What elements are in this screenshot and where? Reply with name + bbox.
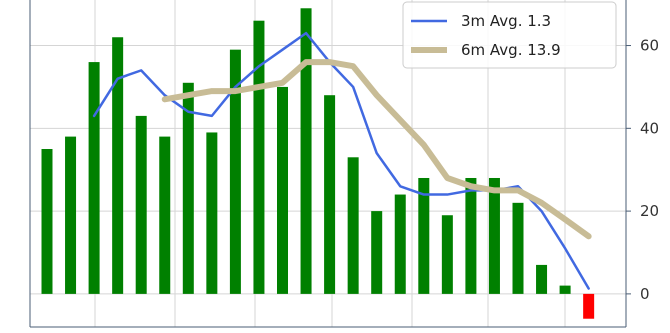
bar <box>300 8 312 294</box>
y-axis-ticks: 0 20 40 60 <box>626 37 659 303</box>
bar <box>135 115 147 294</box>
bar <box>182 82 194 294</box>
bar <box>371 211 383 294</box>
bar <box>394 194 406 294</box>
bar <box>65 136 77 294</box>
bar <box>112 37 124 294</box>
bar <box>583 293 595 319</box>
y-tick-label: 0 <box>640 285 650 303</box>
bar <box>206 132 218 294</box>
y-tick-label: 20 <box>640 202 659 220</box>
bar <box>347 157 359 294</box>
bar <box>465 177 477 294</box>
bar <box>277 86 288 294</box>
y-tick-label: 40 <box>640 119 659 137</box>
bars <box>41 8 595 319</box>
average-lines <box>92 31 592 290</box>
bar <box>253 20 265 294</box>
bar <box>41 149 53 294</box>
bar <box>229 49 241 294</box>
bar <box>536 264 548 294</box>
bar <box>488 177 500 294</box>
bar <box>159 136 171 294</box>
bar <box>512 202 524 294</box>
legend-box <box>402 1 617 69</box>
series-line <box>161 59 592 240</box>
bar <box>441 215 453 294</box>
legend-label: 6m Avg. 13.9 <box>461 41 561 59</box>
bar <box>324 95 336 294</box>
legend-label: 3m Avg. 1.3 <box>461 12 551 30</box>
y-tick-label: 60 <box>640 37 659 55</box>
bar <box>559 285 571 294</box>
bar <box>88 62 100 294</box>
legend: 3m Avg. 1.3 6m Avg. 13.9 <box>402 1 617 69</box>
bar <box>418 177 430 294</box>
